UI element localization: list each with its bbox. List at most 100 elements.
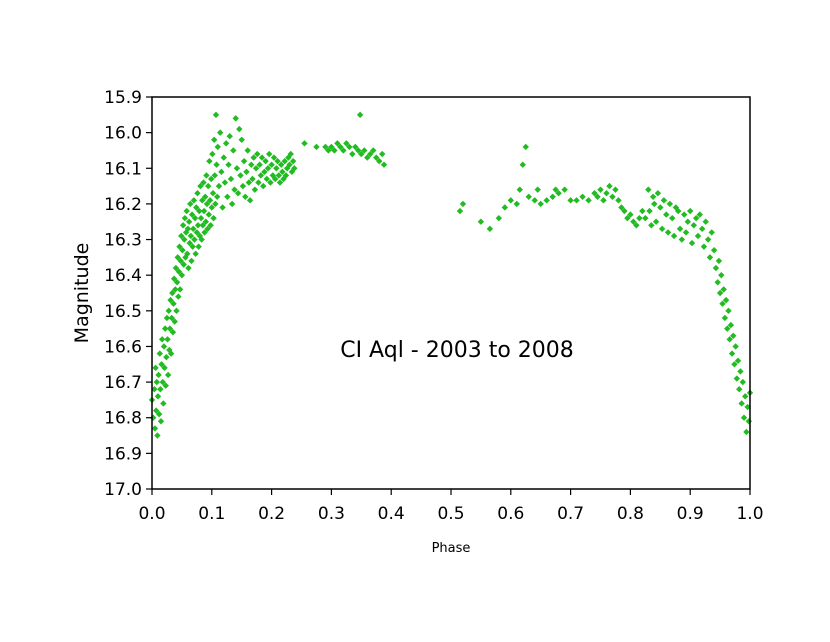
data-point bbox=[313, 143, 320, 151]
data-point bbox=[714, 279, 721, 286]
data-point bbox=[712, 264, 720, 272]
data-point bbox=[181, 214, 189, 222]
data-point bbox=[192, 250, 199, 257]
data-point bbox=[367, 150, 374, 158]
data-point bbox=[708, 229, 715, 236]
data-point bbox=[669, 214, 676, 222]
data-point bbox=[630, 218, 637, 225]
data-point bbox=[675, 207, 682, 215]
data-point bbox=[191, 214, 199, 222]
data-point bbox=[273, 165, 280, 172]
data-point bbox=[210, 214, 217, 222]
data-point bbox=[579, 193, 586, 200]
data-point bbox=[358, 150, 365, 158]
data-point bbox=[245, 179, 253, 186]
data-point bbox=[716, 289, 724, 297]
data-point bbox=[633, 222, 640, 229]
data-point bbox=[649, 193, 657, 200]
data-point bbox=[696, 211, 703, 218]
y-axis-label: Magnitude bbox=[71, 243, 93, 344]
data-point bbox=[537, 200, 544, 208]
data-point bbox=[239, 182, 247, 190]
x-axis-ticks: 0.0 0.1 0.2 0.3 0.4 0.5 0.6 0.7 0.8 0.9 1.0 bbox=[138, 489, 764, 524]
data-point bbox=[167, 296, 174, 304]
data-point bbox=[204, 225, 211, 233]
data-point bbox=[227, 175, 235, 183]
data-point bbox=[719, 300, 726, 307]
data-point bbox=[222, 140, 230, 147]
data-point bbox=[507, 197, 514, 204]
data-point bbox=[224, 193, 231, 200]
data-point bbox=[169, 289, 176, 297]
data-point bbox=[155, 410, 163, 418]
data-point bbox=[181, 236, 188, 243]
data-point bbox=[209, 190, 217, 197]
data-point bbox=[301, 140, 308, 147]
data-point bbox=[160, 343, 168, 350]
data-point bbox=[260, 182, 267, 190]
data-point bbox=[594, 193, 601, 200]
data-point bbox=[597, 186, 604, 193]
data-point bbox=[197, 182, 204, 190]
data-point bbox=[230, 147, 237, 154]
data-point bbox=[172, 264, 180, 272]
data-point bbox=[495, 214, 503, 222]
data-point bbox=[160, 400, 167, 407]
data-point bbox=[513, 200, 520, 208]
data-point bbox=[710, 247, 718, 254]
data-point bbox=[379, 150, 386, 158]
data-point bbox=[281, 157, 288, 165]
data-point bbox=[337, 143, 344, 151]
data-point bbox=[172, 286, 179, 293]
data-point bbox=[214, 143, 221, 151]
data-point bbox=[325, 147, 332, 154]
data-point bbox=[639, 207, 646, 215]
data-point bbox=[621, 207, 628, 215]
data-point bbox=[176, 243, 183, 250]
data-point bbox=[627, 211, 634, 218]
x-tick-label: 0.8 bbox=[617, 504, 644, 524]
data-point bbox=[200, 207, 208, 215]
data-point bbox=[722, 296, 730, 304]
data-point bbox=[197, 214, 205, 222]
data-point bbox=[275, 172, 282, 179]
x-axis-label: Phase bbox=[432, 541, 471, 556]
data-point bbox=[169, 329, 177, 336]
data-point bbox=[208, 204, 215, 211]
data-point bbox=[190, 197, 198, 204]
data-point bbox=[236, 125, 243, 133]
data-point bbox=[163, 314, 171, 322]
data-point bbox=[664, 229, 672, 236]
data-point bbox=[687, 207, 694, 215]
data-point bbox=[732, 343, 739, 350]
data-point bbox=[681, 211, 688, 218]
data-point bbox=[606, 182, 613, 190]
data-point bbox=[186, 239, 193, 247]
data-point bbox=[179, 222, 187, 229]
data-point bbox=[355, 147, 362, 154]
x-tick-label: 0.6 bbox=[497, 504, 524, 524]
y-tick-label: 16.3 bbox=[104, 231, 142, 251]
data-point bbox=[678, 236, 686, 243]
data-point bbox=[670, 232, 678, 240]
data-point bbox=[211, 172, 218, 179]
data-point bbox=[248, 161, 255, 168]
data-point bbox=[152, 364, 159, 372]
data-point bbox=[715, 257, 723, 265]
data-point bbox=[152, 407, 160, 414]
data-point bbox=[167, 350, 175, 357]
data-point bbox=[238, 136, 245, 143]
x-tick-label: 0.5 bbox=[437, 504, 464, 524]
data-point bbox=[742, 393, 749, 400]
data-point bbox=[615, 197, 622, 204]
data-point bbox=[349, 150, 356, 158]
data-point bbox=[737, 368, 744, 375]
data-point bbox=[171, 318, 178, 325]
data-point bbox=[585, 197, 592, 204]
data-point bbox=[276, 179, 284, 186]
data-point bbox=[218, 168, 225, 176]
data-point bbox=[516, 186, 523, 193]
data-point bbox=[704, 236, 712, 243]
data-point bbox=[738, 400, 745, 407]
data-point bbox=[657, 204, 664, 211]
